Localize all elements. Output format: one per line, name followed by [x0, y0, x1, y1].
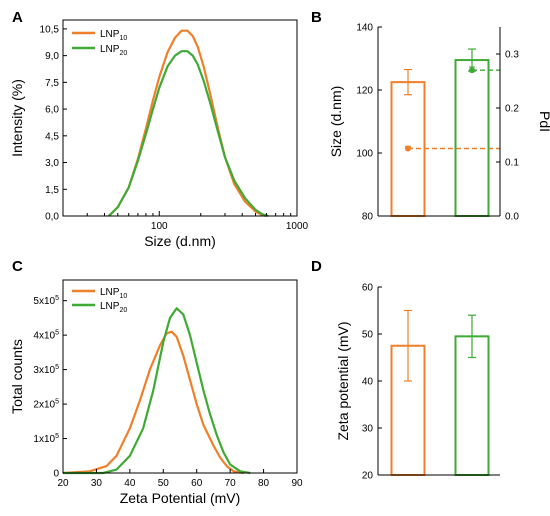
y-tick-label-d: 50 — [362, 330, 374, 341]
plot-frame-a — [62, 19, 298, 217]
x-tick-label-c: 90 — [291, 478, 303, 489]
plot-frame-c — [62, 279, 298, 474]
x-tick-label-a: 1000 — [286, 221, 309, 232]
y-tick-label-a: 0,0 — [45, 212, 59, 223]
zeta-distribution-chart: 0 1x105 2x105 3x105 4x105 5x105 20 30 40 50 60 70 80… — [9, 279, 303, 506]
legend-c: LNP10 LNP20 — [72, 287, 127, 314]
series-line-c-lnp20 — [63, 307, 251, 475]
y2-axis-title-b: PdI — [537, 111, 550, 132]
zeta-distribution-series — [62, 307, 251, 475]
panel-letter-b: B — [311, 9, 322, 26]
x-tick-label-c: 40 — [124, 478, 136, 489]
y2-tick-label-b: 0.1 — [505, 158, 519, 169]
zeta-potential-bar-chart: 20 30 40 50 60 Zeta potential (mV) — [335, 283, 500, 482]
x-axis-title-c: Zeta Potential (mV) — [120, 490, 241, 506]
y-tick-label-c: 4x105 — [33, 330, 59, 342]
legend-c-lnp20-label: LNP20 — [100, 301, 127, 314]
y-tick-label-c: 5x105 — [33, 295, 59, 307]
y-tick-label-b: 80 — [362, 212, 374, 223]
y-tick-label-a: 1,5 — [45, 185, 59, 196]
size-distribution-series — [108, 29, 269, 218]
legend-a-lnp10-label: LNP10 — [100, 29, 127, 42]
x-tick-label-c: 20 — [57, 478, 69, 489]
legend-c-lnp10-label: LNP10 — [100, 287, 127, 300]
y2-tick-label-b: 0.0 — [505, 212, 519, 223]
panel-letter-c: C — [12, 258, 23, 275]
y-tick-label-c: 0 — [53, 469, 59, 480]
y-tick-label-d: 60 — [362, 283, 374, 294]
size-bar-lnp20 — [454, 59, 490, 218]
x-tick-label-c: 50 — [158, 478, 170, 489]
size-distribution-chart: 0,0 1,5 3,0 4,5 6,0 7,5 9,0 10,5 100 1000 LNP10 L… — [9, 19, 309, 249]
y-tick-label-d: 20 — [362, 471, 374, 482]
y-tick-label-d: 40 — [362, 377, 374, 388]
y-tick-label-c: 3x105 — [33, 364, 59, 376]
y-tick-label-c: 1x105 — [33, 433, 59, 445]
y-tick-label-d: 30 — [362, 424, 374, 435]
x-tick-label-c: 70 — [225, 478, 237, 489]
series-line-a-lnp10 — [108, 29, 267, 218]
x-tick-label-c: 60 — [191, 478, 203, 489]
y-axis-title-b: Size (d.nm) — [328, 86, 344, 158]
y-axis-title-d: Zeta potential (mV) — [335, 321, 351, 440]
x-tick-label-c: 30 — [91, 478, 103, 489]
y-tick-label-a: 4,5 — [45, 131, 59, 142]
x-axis-title-a: Size (d.nm) — [144, 233, 216, 249]
y-tick-label-b: 140 — [356, 23, 373, 34]
y-tick-label-a: 3,0 — [45, 158, 59, 169]
y2-tick-label-b: 0.3 — [505, 50, 519, 61]
y-tick-label-a: 10,5 — [40, 24, 60, 35]
y-tick-label-b: 120 — [356, 86, 373, 97]
series-line-a-lnp20 — [108, 50, 269, 218]
y-tick-label-c: 2x105 — [33, 399, 59, 411]
x-tick-label-c: 80 — [258, 478, 270, 489]
y-tick-label-a: 9,0 — [45, 51, 59, 62]
y-tick-label-a: 7,5 — [45, 78, 59, 89]
y-axis-title-c: Total counts — [9, 339, 25, 414]
size-pdi-bar-chart: 80 100 120 140 0.0 0.1 0.2 0.3 Size (d.nm) PdI — [328, 23, 550, 223]
y-axis-title-a: Intensity (%) — [9, 79, 25, 157]
legend-a: LNP10 LNP20 — [72, 29, 127, 57]
panel-letter-d: D — [311, 258, 322, 275]
legend-a-lnp20-label: LNP20 — [100, 44, 127, 57]
panel-letter-a: A — [12, 9, 23, 26]
series-line-c-lnp10 — [62, 330, 244, 475]
pdi-point-lnp10 — [405, 145, 411, 152]
x-tick-label-a: 100 — [151, 221, 168, 232]
pdi-point-lnp20 — [469, 67, 475, 74]
y2-tick-label-b: 0.2 — [505, 104, 519, 115]
y-tick-label-b: 100 — [356, 149, 373, 160]
y-tick-label-a: 6,0 — [45, 105, 59, 116]
